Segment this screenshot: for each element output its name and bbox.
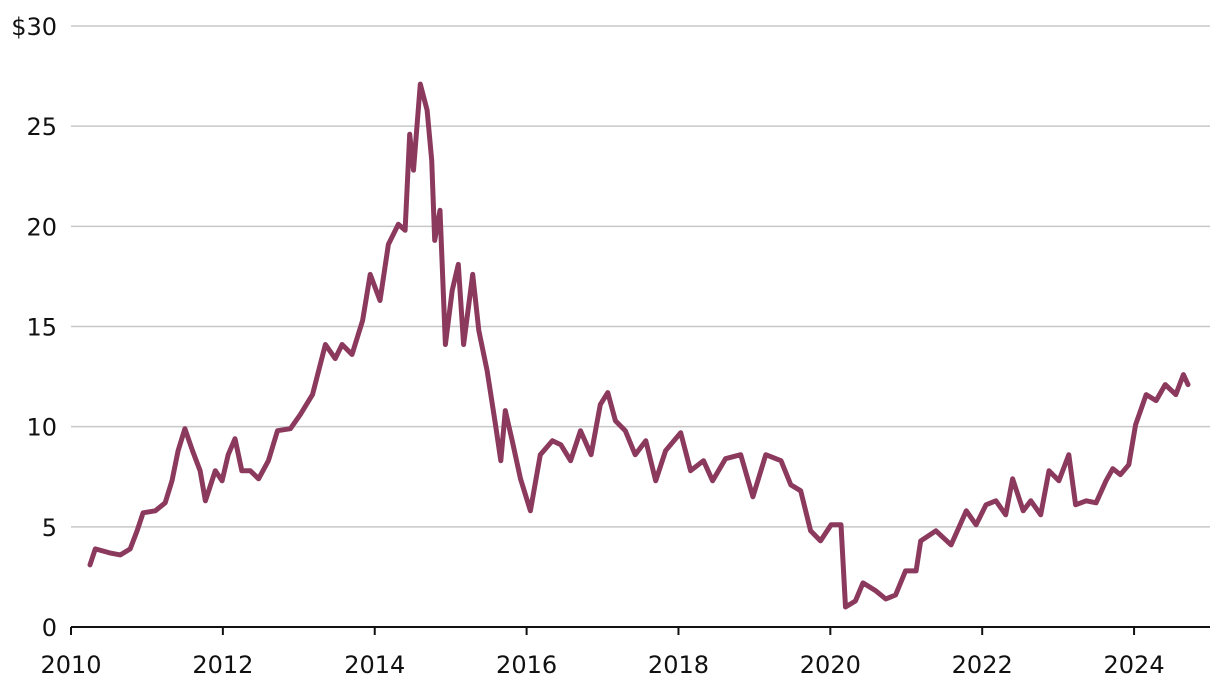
y-tick-label: $30 (11, 13, 57, 41)
y-tick-label: 5 (42, 514, 57, 542)
y-tick-label: 25 (26, 113, 57, 141)
x-tick-label: 2012 (192, 651, 253, 679)
x-tick-label: 2020 (800, 651, 861, 679)
x-tick-label: 2022 (952, 651, 1013, 679)
x-tick-label: 2016 (496, 651, 557, 679)
price-line (87, 81, 1191, 610)
x-tick-label: 2014 (344, 651, 405, 679)
y-tick-label: 20 (26, 213, 57, 241)
y-tick-label: 15 (26, 314, 57, 342)
x-tick-label: 2024 (1104, 651, 1165, 679)
y-tick-label: 10 (26, 414, 57, 442)
x-tick-label: 2018 (648, 651, 709, 679)
y-tick-label: 0 (42, 614, 57, 642)
x-tick-label: 2010 (40, 651, 101, 679)
